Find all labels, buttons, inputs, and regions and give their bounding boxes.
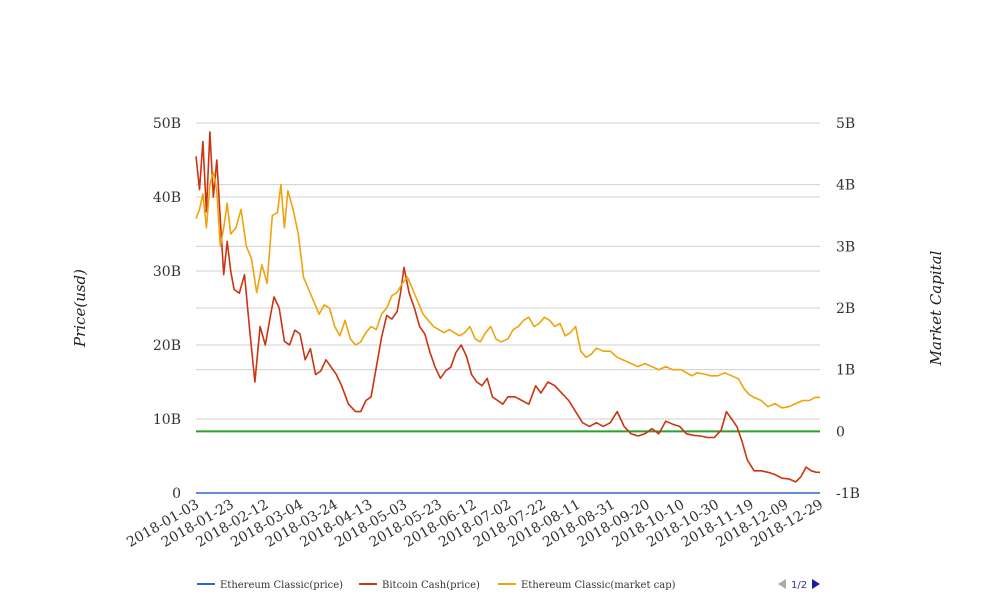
legend-label: Bitcoin Cash(price) [382, 580, 480, 591]
left-axis-title: Price(usd) [71, 269, 89, 348]
x-axis-ticks: 2018-01-032018-01-232018-02-122018-03-04… [124, 497, 826, 551]
y-left-tick-label: 10B [153, 412, 181, 428]
right-axis-title: Market Capital [927, 250, 945, 366]
y-left-tick-label: 0 [172, 486, 181, 502]
y-right-tick-label: 5B [836, 116, 855, 132]
y-left-tick-label: 20B [153, 338, 181, 354]
y-left-tick-label: 30B [153, 264, 181, 280]
y-right-tick-label: 0 [836, 424, 845, 440]
y-left-tick-label: 50B [153, 116, 181, 132]
legend-item-3[interactable]: Ethereum Classic(market cap) [498, 580, 676, 591]
legend-page-indicator: 1/2 [791, 580, 807, 591]
y-right-tick-label: 2B [836, 301, 855, 317]
y-right-tick-label: 4B [836, 178, 855, 194]
legend: Ethereum Classic(price) Bitcoin Cash(pric… [197, 580, 676, 591]
series-line-3 [195, 171, 820, 409]
legend-pager: 1/2 [778, 579, 820, 591]
legend-prev-icon[interactable] [778, 579, 786, 589]
left-axis-ticks: 0 10B 20B 30B 40B 50B [153, 116, 181, 502]
series-lines [195, 131, 820, 494]
legend-item-1[interactable]: Ethereum Classic(price) [197, 580, 343, 591]
legend-label: Ethereum Classic(market cap) [521, 580, 676, 591]
y-left-tick-label: 40B [153, 190, 181, 206]
y-right-tick-label: 1B [836, 363, 855, 379]
legend-label: Ethereum Classic(price) [220, 580, 343, 591]
y-right-tick-label: 3B [836, 239, 855, 255]
legend-item-2[interactable]: Bitcoin Cash(price) [359, 580, 480, 591]
legend-next-icon[interactable] [812, 579, 820, 589]
series-line-2 [195, 131, 820, 483]
y-right-tick-label: -1B [836, 486, 860, 502]
right-axis-ticks: -1B 0 1B 2B 3B 4B 5B [836, 116, 860, 502]
gridlines [196, 122, 820, 494]
